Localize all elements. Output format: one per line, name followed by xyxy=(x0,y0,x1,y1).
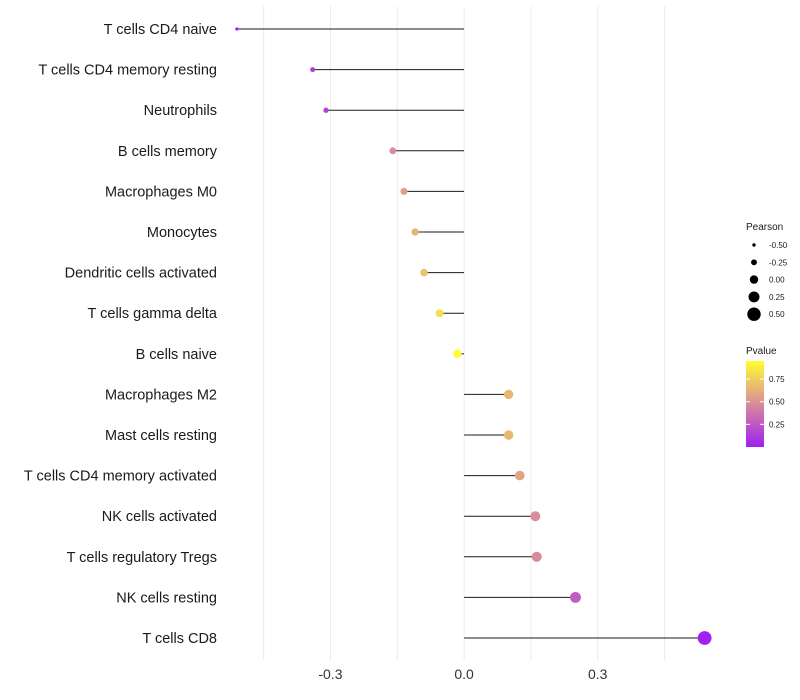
pvalue-color-legend: Pvalue 0.25 0.50 0.75 xyxy=(746,346,785,447)
size-legend-label: 0.00 xyxy=(769,276,785,285)
size-legend-label: -0.50 xyxy=(769,241,788,250)
size-legend-key xyxy=(751,259,757,266)
data-point xyxy=(400,187,408,195)
size-legend-label: 0.25 xyxy=(769,293,785,302)
grid-lines xyxy=(263,6,666,660)
category-label: T cells CD8 xyxy=(142,631,217,647)
data-point xyxy=(310,67,316,73)
category-labels: T cells CD4 naive T cells CD4 memory rest… xyxy=(24,22,218,647)
category-label: NK cells activated xyxy=(102,509,217,525)
data-point xyxy=(323,107,329,113)
data-point xyxy=(530,511,541,522)
data-point xyxy=(697,631,712,645)
size-legend-key xyxy=(748,291,760,303)
size-legend-key xyxy=(752,243,756,247)
stems xyxy=(236,28,705,639)
category-label: Macrophages M0 xyxy=(105,184,217,200)
category-label: B cells memory xyxy=(118,144,218,160)
data-point xyxy=(235,27,239,31)
colorbar-label: 0.75 xyxy=(769,375,785,384)
data-point xyxy=(514,470,525,481)
category-label: Mast cells resting xyxy=(105,428,217,444)
category-label: B cells naive xyxy=(136,347,217,363)
category-label: Dendritic cells activated xyxy=(65,266,217,282)
data-point xyxy=(420,268,428,277)
data-point xyxy=(570,591,581,603)
pvalue-colorbar xyxy=(746,361,764,447)
size-legend-key xyxy=(747,307,761,321)
size-legend-label: 0.50 xyxy=(769,310,785,319)
size-legend-label: -0.25 xyxy=(769,258,788,267)
data-point xyxy=(503,430,514,440)
data-point xyxy=(435,309,444,318)
category-label: Macrophages M2 xyxy=(105,387,217,403)
x-axis-ticks: -0.3 0.0 0.3 xyxy=(318,666,607,682)
pearson-legend-title: Pearson xyxy=(746,222,783,233)
pvalue-legend-title: Pvalue xyxy=(746,346,777,357)
category-label: T cells gamma delta xyxy=(88,306,218,322)
size-legend-key xyxy=(749,275,759,284)
category-label: T cells CD4 memory activated xyxy=(24,469,217,485)
category-label: T cells CD4 naive xyxy=(104,22,217,38)
x-tick-label: 0.0 xyxy=(454,666,474,682)
points xyxy=(235,27,712,645)
colorbar-label: 0.25 xyxy=(769,420,785,429)
category-label: NK cells resting xyxy=(116,590,217,606)
colorbar-label: 0.50 xyxy=(769,398,785,407)
category-label: T cells regulatory Tregs xyxy=(67,550,217,566)
x-tick-label: -0.3 xyxy=(318,666,342,682)
data-point xyxy=(503,389,514,400)
category-label: Monocytes xyxy=(147,225,217,241)
category-label: Neutrophils xyxy=(144,103,217,119)
data-point xyxy=(389,147,397,155)
pearson-size-legend: Pearson -0.50 -0.25 0.00 0.25 0.50 xyxy=(746,222,788,321)
data-point xyxy=(453,349,462,358)
data-point xyxy=(531,551,542,562)
data-point xyxy=(411,228,419,236)
x-tick-label: 0.3 xyxy=(588,666,608,682)
category-label: T cells CD4 memory resting xyxy=(38,63,217,79)
